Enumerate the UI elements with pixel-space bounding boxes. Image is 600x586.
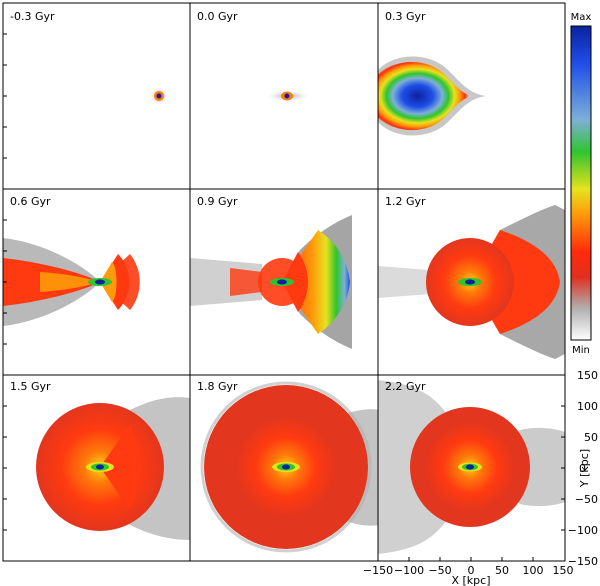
- x-tick-label: −100: [394, 564, 424, 577]
- x-axis: −150 −100 −50 0 50 100 150 X [kpc]: [363, 564, 574, 586]
- x-axis-title: X [kpc]: [451, 574, 490, 586]
- y-axis: 150 100 50 0 −50 −100 −150 Y [kpc]: [568, 369, 598, 568]
- colorbar-min-label: Min: [572, 345, 590, 356]
- panel-7: 1.5 Gyr: [10, 380, 190, 540]
- x-tick-label: 100: [523, 564, 544, 577]
- y-axis-title: Y [kpc]: [578, 449, 591, 488]
- tick-marks: [3, 33, 565, 561]
- panel-3-time-label: 0.3 Gyr: [385, 10, 426, 23]
- panel-2-time-label: 0.0 Gyr: [197, 10, 238, 23]
- panel-1: -0.3 Gyr: [10, 10, 168, 105]
- panel-9-time-label: 2.2 Gyr: [385, 380, 426, 393]
- y-tick-label: −100: [568, 524, 598, 537]
- x-tick-label: 150: [553, 564, 574, 577]
- y-tick-label: 150: [577, 369, 598, 382]
- panel-2: 0.0 Gyr: [197, 10, 308, 101]
- y-tick-label: −50: [575, 493, 598, 506]
- x-tick-label: 0: [468, 564, 475, 577]
- panel-6: 1.2 Gyr: [378, 195, 565, 359]
- colorbar-max-label: Max: [571, 12, 592, 23]
- colorbar-gradient: [570, 25, 592, 341]
- x-tick-label: −150: [363, 564, 393, 577]
- panel-5: 0.9 Gyr: [190, 195, 352, 349]
- panel-4: 0.6 Gyr: [3, 195, 140, 326]
- y-tick-label: 0: [579, 462, 586, 475]
- x-tick-label: 50: [495, 564, 509, 577]
- panel-1-time-label: -0.3 Gyr: [10, 10, 55, 23]
- x-tick-label: −50: [428, 564, 451, 577]
- y-tick-label: 100: [577, 400, 598, 413]
- y-tick-label: 50: [584, 431, 598, 444]
- panel-5-time-label: 0.9 Gyr: [197, 195, 238, 208]
- panel-8-time-label: 1.8 Gyr: [197, 380, 238, 393]
- panel-6-time-label: 1.2 Gyr: [385, 195, 426, 208]
- y-tick-label: −150: [568, 555, 598, 568]
- panel-8: 1.8 Gyr: [197, 380, 378, 553]
- panel-9: 2.2 Gyr: [378, 380, 565, 554]
- panel-3: 0.3 Gyr: [378, 10, 486, 136]
- panel-4-time-label: 0.6 Gyr: [10, 195, 51, 208]
- panel-7-time-label: 1.5 Gyr: [10, 380, 51, 393]
- colorbar: Max Min: [570, 12, 592, 356]
